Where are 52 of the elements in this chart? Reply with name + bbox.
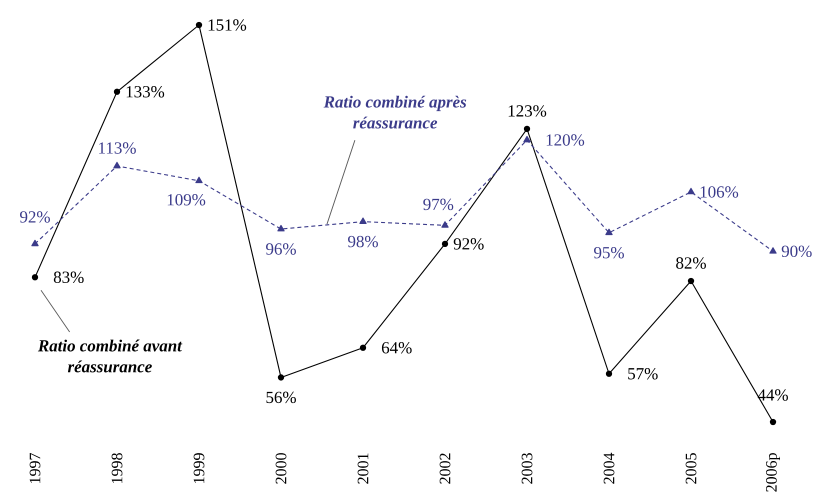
point xyxy=(605,228,613,236)
point xyxy=(277,224,285,232)
data-label: 151% xyxy=(208,19,246,31)
data-label: 95% xyxy=(594,246,624,258)
text: Ratio combiné avant réassurance xyxy=(38,340,182,372)
x-tick-label: 1997 xyxy=(30,452,40,483)
data-label: 113% xyxy=(99,142,136,154)
data-label: 106% xyxy=(700,186,738,198)
point xyxy=(441,221,449,228)
point xyxy=(442,240,448,248)
data-label: 98% xyxy=(348,236,378,248)
point xyxy=(278,374,284,381)
data-label: 97% xyxy=(423,198,454,210)
point xyxy=(769,247,777,254)
x-tick-label: 1998 xyxy=(112,453,122,483)
data-label: 57% xyxy=(628,368,658,380)
point xyxy=(32,274,38,280)
point xyxy=(195,176,203,184)
x-tick-label: 2001 xyxy=(358,453,368,484)
data-label: 120% xyxy=(546,134,584,146)
x-tick-label: 2004 xyxy=(604,452,614,484)
point xyxy=(360,344,366,351)
data-label: 56% xyxy=(266,392,296,404)
point xyxy=(688,278,694,284)
point xyxy=(359,217,367,224)
point xyxy=(687,188,695,194)
x-tick-label: 2006p xyxy=(766,453,780,492)
data-label: 96% xyxy=(266,243,296,255)
data-label: 83% xyxy=(54,272,84,284)
point xyxy=(196,22,202,28)
point xyxy=(770,418,776,426)
x-tick-label: 2002 xyxy=(440,453,450,484)
x-tick-label: 2000 xyxy=(276,453,286,484)
point xyxy=(113,162,121,168)
data-label: 133% xyxy=(126,86,164,98)
data-label: 90% xyxy=(782,246,812,258)
point xyxy=(114,88,120,95)
point xyxy=(606,370,612,377)
text: Ratio combiné après réassurance xyxy=(324,96,466,129)
data-label: 109% xyxy=(168,194,206,206)
data-label: 92% xyxy=(454,238,484,250)
data-label: 92% xyxy=(20,211,50,223)
point xyxy=(523,136,531,142)
x-tick-label: 2003 xyxy=(522,453,532,484)
point xyxy=(31,240,39,246)
data-label: 123% xyxy=(508,105,546,117)
point xyxy=(524,126,530,132)
x-tick-label: 2005 xyxy=(686,453,696,484)
data-label: 82% xyxy=(676,257,706,269)
data-label: 64% xyxy=(382,342,412,354)
data-label: 44% xyxy=(758,389,788,401)
x-tick-label: 1999 xyxy=(194,453,204,483)
